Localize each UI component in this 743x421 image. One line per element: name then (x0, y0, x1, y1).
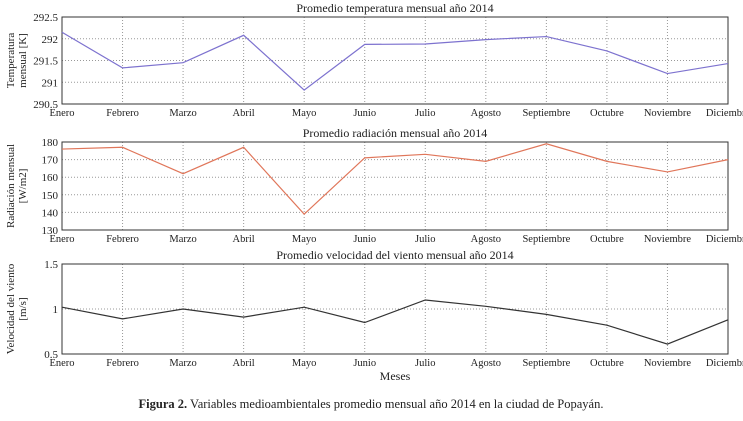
x-tick-label: Marzo (169, 234, 196, 245)
x-tick-label: Febrero (106, 108, 139, 119)
x-tick-label: Enero (49, 234, 74, 245)
x-tick-label: Septiembre (522, 108, 570, 119)
y-axis-label-line: [m/s] (17, 297, 29, 320)
y-tick-label: 0.5 (44, 349, 58, 361)
x-tick-label: Octubre (590, 108, 624, 119)
y-tick-label: 150 (42, 190, 59, 202)
chart-title: Promedio velocidad del viento mensual añ… (276, 248, 513, 262)
y-tick-label: 1.5 (44, 259, 58, 271)
y-tick-label: 160 (42, 172, 59, 184)
x-tick-label: Noviembre (644, 358, 692, 369)
y-axis-label-line: Radiación mensual (5, 144, 17, 228)
caption-text: Variables medioambientales promedio mens… (190, 397, 603, 411)
x-tick-label: Octubre (590, 358, 624, 369)
x-tick-label: Enero (49, 108, 74, 119)
plot-frame (61, 141, 729, 231)
y-axis-label: Radiación mensual[W/m2] (5, 144, 29, 228)
x-tick-label: Junio (353, 358, 376, 369)
x-tick-label: Agosto (471, 234, 501, 245)
plot-frame (61, 263, 729, 355)
y-tick-label: 291 (42, 77, 59, 89)
line (61, 299, 729, 345)
y-axis-label-line: [W/m2] (17, 169, 29, 204)
chart-title: Promedio radiación mensual año 2014 (303, 126, 488, 140)
caption: Figura 2. Variables medioambientales pro… (139, 397, 604, 411)
x-tick-label: Febrero (106, 358, 139, 369)
x-tick-label: Agosto (471, 358, 501, 369)
line (61, 143, 729, 216)
y-axis-label-line: mensual [K] (17, 33, 29, 88)
y-tick-label: 292.5 (33, 12, 58, 24)
x-tick-label: Mayo (292, 358, 317, 369)
x-tick-label: Julio (415, 358, 435, 369)
x-tick-label: Agosto (471, 108, 501, 119)
y-axis-label: Temperaturamensual [K] (5, 33, 29, 89)
x-tick-label: Julio (415, 108, 435, 119)
chart-title: Promedio temperatura mensual año 2014 (296, 1, 493, 15)
x-tick-label: Julio (415, 234, 435, 245)
x-tick-label: Abril (233, 108, 255, 119)
x-tick-label: Noviembre (644, 234, 692, 245)
y-axis-label-line: Temperatura (5, 33, 17, 89)
y-tick-label: 180 (42, 137, 59, 149)
y-axis-label-line: Velocidad del viento (5, 263, 17, 354)
x-tick-label: Junio (353, 108, 376, 119)
x-tick-label: Diciembre (706, 234, 743, 245)
x-tick-label: Diciembre (706, 108, 743, 119)
x-tick-label: Enero (49, 358, 74, 369)
line (61, 31, 729, 91)
x-tick-label: Abril (233, 358, 255, 369)
x-axis-label: Meses (380, 369, 411, 383)
x-tick-label: Junio (353, 234, 376, 245)
y-tick-label: 290.5 (33, 99, 58, 111)
y-tick-label: 1 (53, 304, 59, 316)
caption-label: Figura 2. (139, 397, 188, 411)
x-tick-label: Mayo (292, 234, 317, 245)
y-tick-label: 292 (42, 34, 59, 46)
y-tick-label: 291.5 (33, 56, 58, 68)
x-tick-label: Octubre (590, 234, 624, 245)
x-tick-label: Septiembre (522, 358, 570, 369)
x-tick-label: Diciembre (706, 358, 743, 369)
x-tick-label: Noviembre (644, 108, 692, 119)
x-tick-label: Abril (233, 234, 255, 245)
x-tick-label: Marzo (169, 108, 196, 119)
x-tick-label: Mayo (292, 108, 317, 119)
x-tick-label: Marzo (169, 358, 196, 369)
y-tick-label: 170 (42, 155, 59, 167)
y-tick-label: 140 (42, 207, 59, 219)
x-tick-label: Septiembre (522, 234, 570, 245)
y-axis-label: Velocidad del viento[m/s] (5, 263, 29, 354)
plot-frame (61, 16, 729, 105)
x-tick-label: Febrero (106, 234, 139, 245)
y-tick-label: 130 (42, 225, 59, 237)
